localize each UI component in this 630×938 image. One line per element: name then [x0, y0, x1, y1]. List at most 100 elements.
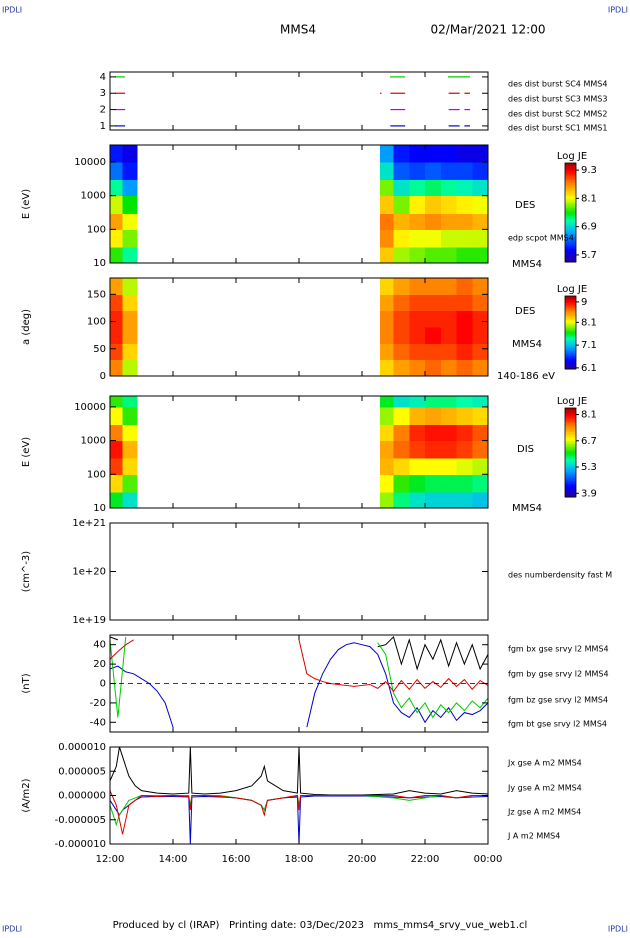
y-axis-title: (nT): [21, 673, 32, 693]
panel-label: 140-186 eV: [497, 371, 555, 382]
spectrogram-cell: [379, 327, 394, 344]
colorbar-step: [565, 464, 576, 467]
colorbar-step: [565, 314, 576, 316]
spectrogram-cell: [440, 310, 457, 328]
colorbar-step: [565, 364, 576, 366]
y-tick-label: 1e+19: [72, 615, 106, 626]
spectrogram-cell: [440, 327, 457, 344]
spectrogram-cell: [409, 213, 426, 230]
spectrogram-cell: [440, 491, 457, 508]
legend-entry: des dist burst SC2 MMS2: [508, 110, 607, 119]
spectrogram-cell: [409, 278, 426, 295]
spectrogram-cell: [379, 396, 394, 408]
colorbar-step: [565, 305, 576, 308]
spectrogram-cell: [409, 440, 426, 459]
colorbar-step: [565, 232, 576, 235]
x-tick-label: 18:00: [285, 854, 314, 865]
spectrogram-cell: [122, 195, 138, 214]
colorbar-step: [565, 252, 576, 255]
spectrogram-cell: [122, 294, 138, 312]
colorbar-frame: [564, 407, 577, 498]
spectrogram-cell: [425, 458, 442, 475]
spectrogram-cell: [425, 396, 442, 408]
colorbar-step: [565, 341, 576, 343]
y-tick-label: 40: [93, 640, 106, 651]
colorbar-tick-label: 3.9: [581, 488, 597, 499]
spectrogram-cell: [456, 278, 473, 295]
spectrogram-cell: [393, 327, 410, 344]
colorbar-frame: [564, 162, 577, 263]
y-tick-label: 150: [87, 289, 106, 300]
spectrogram-cell: [456, 310, 473, 328]
corner-label: IPDLI: [608, 6, 628, 15]
colorbar-step: [565, 408, 576, 410]
spectrogram-cell: [122, 179, 138, 197]
colorbar-step: [565, 191, 576, 194]
series-line: [110, 635, 488, 671]
spectrogram-cell: [393, 246, 410, 263]
legend-entry: J A m2 MMS4: [507, 832, 560, 841]
y-tick-label: 100: [87, 317, 106, 328]
colorbar-step: [565, 492, 576, 495]
colorbar-step: [565, 353, 576, 355]
spectrogram-cell: [379, 458, 394, 475]
colorbar-step: [565, 467, 576, 470]
colorbar-step: [565, 439, 576, 442]
legend-entry: Jy gse A m2 MMS4: [507, 784, 582, 793]
spectrogram-cell: [472, 310, 488, 328]
spectrogram-cell: [110, 343, 124, 361]
colorbar-step: [565, 436, 576, 439]
spectrogram-cell: [393, 359, 410, 376]
spectrogram-cell: [425, 162, 442, 181]
colorbar-step: [565, 330, 576, 332]
colorbar-step: [565, 332, 576, 335]
colorbar-step: [565, 215, 576, 218]
spectrogram-cell: [425, 278, 442, 295]
colorbar-step: [565, 325, 576, 327]
colorbar-tick-label: 5.3: [581, 462, 597, 473]
spectrogram-cell: [409, 458, 426, 475]
colorbar-step: [565, 361, 576, 364]
colorbar-step: [565, 229, 576, 232]
colorbar-title: Log JE: [557, 284, 587, 295]
colorbar-step: [565, 482, 576, 485]
colorbar-step: [565, 184, 576, 187]
spectrogram-cell: [122, 406, 138, 425]
colorbar-tick-label: 6.1: [581, 363, 597, 374]
colorbar-step: [565, 202, 576, 205]
colorbar-step: [565, 470, 576, 473]
colorbar-tick-label: 8.1: [581, 317, 597, 328]
spectrogram-cell: [472, 195, 488, 214]
spectrogram-cell: [379, 474, 394, 493]
colorbar-step: [565, 328, 576, 331]
y-tick-label: 0.000005: [58, 766, 106, 777]
spectrogram-cell: [472, 213, 488, 230]
colorbar-step: [565, 365, 576, 367]
colorbar-step: [565, 311, 576, 314]
spectrogram-cell: [472, 162, 488, 181]
legend-entry: fgm bx gse srvy l2 MMS4: [508, 645, 609, 654]
colorbar-step: [565, 326, 576, 329]
plot-area: [115, 76, 471, 127]
colorbar-step: [565, 317, 576, 320]
spectrogram-cell: [472, 343, 488, 361]
spectrogram-cell: [379, 145, 394, 163]
spectrogram-cell: [440, 229, 457, 248]
spectrogram-cell: [440, 406, 457, 425]
colorbar-step: [565, 164, 576, 167]
spectrogram-cell: [472, 179, 488, 197]
colorbar-step: [565, 356, 576, 359]
colorbar-tick-label: 7.1: [581, 340, 597, 351]
spectrogram-cell: [456, 491, 473, 508]
colorbar-step: [565, 177, 576, 180]
spectrogram-cell: [440, 424, 457, 442]
spectrogram-cell: [110, 162, 124, 181]
spectrogram-cell: [425, 229, 442, 248]
colorbar-step: [565, 210, 576, 213]
colorbar-step: [565, 240, 576, 243]
spectrogram-cell: [379, 440, 394, 459]
colorbar-step: [565, 362, 576, 365]
y-tick-label: 100: [87, 469, 106, 480]
spectrogram-cell: [409, 145, 426, 163]
legend-entry: fgm bt gse srvy l2 MMS4: [508, 720, 607, 729]
